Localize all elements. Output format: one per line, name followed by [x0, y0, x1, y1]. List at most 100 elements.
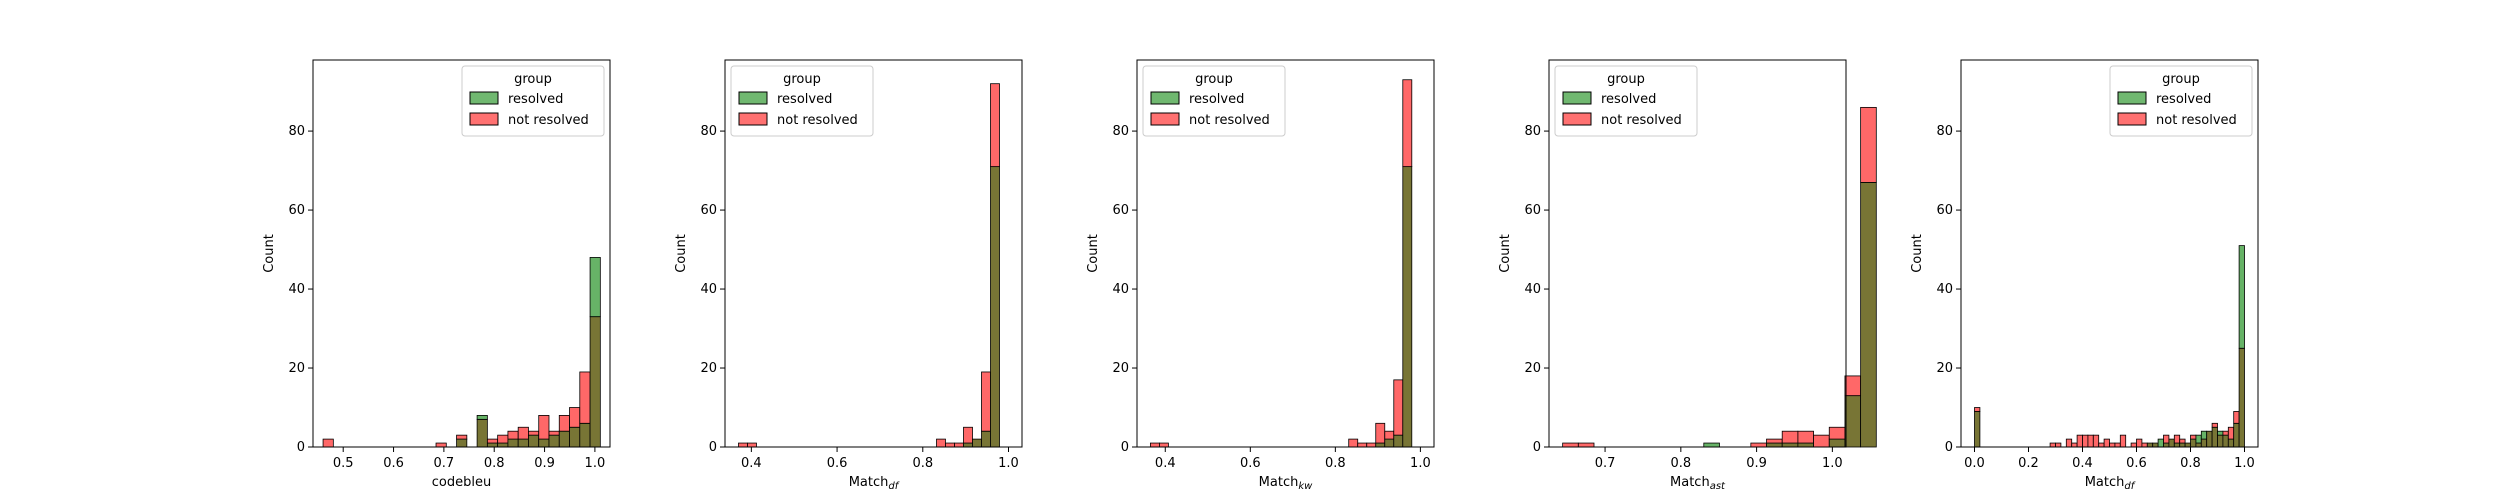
x-tick-label: 0.6 — [2126, 456, 2147, 471]
chart-panel-5: 0 20 40 60 80 0.0 0.2 0.4 0.6 0.8 1.0 Count Matchdf g… — [1910, 59, 2259, 492]
legend-swatch-resolved — [1562, 91, 1592, 105]
bar-overlap — [1844, 395, 1862, 448]
bar-not-resolved — [1562, 442, 1579, 448]
y-tick-label: 80 — [700, 124, 717, 139]
bar-not-resolved — [1860, 106, 1877, 183]
y-tick-label: 60 — [700, 203, 717, 218]
legend-label: not resolved — [1601, 113, 1682, 128]
bar-not-resolved — [2082, 434, 2089, 448]
x-tick-label: 1.0 — [585, 456, 606, 471]
bar-not-resolved — [2092, 434, 2100, 448]
bar-not-resolved — [2179, 438, 2186, 444]
bar-resolved — [589, 257, 601, 318]
chart-panel-2: 0 20 40 60 80 0.4 0.6 0.8 1.0 Count Matchdf group re… — [674, 59, 1023, 492]
bar-overlap — [2217, 434, 2224, 448]
bar-not-resolved — [2141, 442, 2148, 448]
bar-not-resolved — [2211, 422, 2218, 428]
y-tick-label: 20 — [700, 361, 717, 376]
bar-not-resolved — [936, 438, 946, 448]
bar-overlap — [1860, 182, 1877, 448]
legend: group resolved not resolved — [461, 65, 605, 137]
bar-not-resolved — [954, 442, 964, 448]
legend-swatch-not-resolved — [469, 112, 499, 126]
bar-overlap — [2233, 422, 2240, 448]
y-axis-label: Count — [1086, 234, 1101, 273]
legend-swatch-not-resolved — [2117, 112, 2147, 126]
bar-not-resolved — [1828, 426, 1846, 440]
bar-not-resolved — [2103, 438, 2110, 448]
x-tick-label: 0.8 — [1670, 456, 1691, 471]
plot-frame — [312, 59, 611, 448]
y-tick-label: 60 — [1524, 203, 1541, 218]
bar-resolved — [1703, 442, 1720, 448]
bar-overlap — [2222, 434, 2229, 448]
bar-overlap — [1781, 442, 1799, 448]
legend-swatch-not-resolved — [1150, 112, 1180, 126]
y-tick-label: 60 — [1936, 203, 1953, 218]
bar-overlap — [589, 316, 601, 448]
bar-not-resolved — [747, 442, 757, 448]
bar-not-resolved — [981, 371, 991, 432]
bar-overlap — [579, 422, 591, 448]
y-tick-label: 80 — [1112, 124, 1129, 139]
bar-not-resolved — [1577, 442, 1595, 448]
bar-not-resolved — [1348, 438, 1359, 448]
bar-not-resolved — [1781, 430, 1799, 444]
x-tick-label: 1.0 — [2234, 456, 2255, 471]
x-tick-label: 0.8 — [484, 456, 505, 471]
bar-overlap — [486, 442, 499, 448]
legend-swatch-not-resolved — [738, 112, 768, 126]
legend-title: group — [514, 72, 552, 87]
x-tick-label: 0.7 — [1595, 456, 1616, 471]
bar-not-resolved — [558, 415, 570, 432]
bar-not-resolved — [2065, 438, 2073, 448]
y-tick-label: 20 — [288, 361, 305, 376]
x-tick-label: 0.4 — [741, 456, 762, 471]
x-tick-label: 0.2 — [2018, 456, 2039, 471]
bar-overlap — [1828, 438, 1846, 448]
bar-overlap — [2163, 442, 2170, 448]
bar-overlap — [528, 434, 540, 448]
bar-not-resolved — [507, 430, 519, 440]
bar-not-resolved — [1393, 379, 1404, 436]
y-tick-label: 80 — [1936, 124, 1953, 139]
bar-not-resolved — [2130, 442, 2137, 448]
x-tick-label: 0.8 — [912, 456, 933, 471]
bar-not-resolved — [2163, 434, 2170, 444]
y-tick-label: 0 — [297, 440, 305, 455]
bar-overlap — [2200, 438, 2208, 448]
bar-resolved — [2238, 245, 2245, 349]
plot-frame — [724, 59, 1023, 448]
bar-not-resolved — [1766, 438, 1783, 444]
legend-swatch-resolved — [2117, 91, 2147, 105]
x-tick-label: 0.9 — [534, 456, 555, 471]
x-tick-label: 0.7 — [434, 456, 455, 471]
bar-not-resolved — [2136, 438, 2143, 448]
plot-frame — [1548, 59, 1847, 448]
legend-title: group — [1195, 72, 1233, 87]
bar-overlap — [538, 438, 550, 448]
bar-overlap — [548, 434, 560, 448]
bar-overlap — [569, 426, 581, 448]
y-tick-label: 0 — [1121, 440, 1129, 455]
bar-overlap — [1974, 411, 1981, 448]
bar-not-resolved — [2049, 442, 2056, 448]
legend: group resolved not resolved — [730, 65, 874, 137]
bar-not-resolved — [1357, 442, 1368, 448]
x-tick-label: 0.8 — [1325, 456, 1346, 471]
x-tick-label: 1.0 — [1410, 456, 1431, 471]
bar-overlap — [507, 438, 519, 448]
y-tick-label: 40 — [700, 282, 717, 297]
bar-not-resolved — [538, 415, 550, 440]
y-tick-label: 20 — [1112, 361, 1129, 376]
legend-label: not resolved — [1189, 113, 1270, 128]
legend-label: resolved — [1601, 92, 1656, 107]
legend-label: not resolved — [777, 113, 858, 128]
y-tick-label: 60 — [288, 203, 305, 218]
bar-not-resolved — [2087, 434, 2094, 448]
x-tick-label: 0.8 — [2180, 456, 2201, 471]
x-tick-label: 0.4 — [1155, 456, 1176, 471]
legend-label: resolved — [2156, 92, 2211, 107]
legend-label: not resolved — [2156, 113, 2237, 128]
bar-not-resolved — [963, 426, 973, 444]
